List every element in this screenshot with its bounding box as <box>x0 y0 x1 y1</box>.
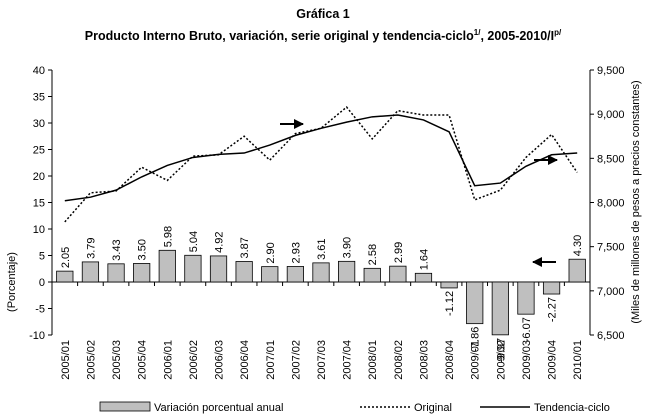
bar <box>338 260 356 283</box>
x-tick-label: 2008/02 <box>393 340 405 380</box>
y2-tick-label: 8,500 <box>597 153 625 165</box>
x-tick-label: 2006/03 <box>214 340 226 380</box>
data-label: 1.64 <box>418 249 430 270</box>
bar <box>312 262 330 283</box>
bar <box>542 281 561 295</box>
subtitle-text: Producto Interno Bruto, variación, serie… <box>85 29 474 43</box>
x-tick-label: 2006/04 <box>239 340 251 380</box>
y2-tick-label: 6,500 <box>597 330 625 342</box>
bar <box>107 263 125 283</box>
x-tick-label: 2010/01 <box>572 340 584 380</box>
y2-tick-label: 7,000 <box>597 286 625 298</box>
data-label: 3.87 <box>239 237 251 258</box>
data-label: -2.27 <box>547 297 559 322</box>
data-label: 3.43 <box>111 239 123 260</box>
x-tick-label: 2006/01 <box>162 340 174 380</box>
y-tick-label: 30 <box>33 118 45 130</box>
data-label: 3.61 <box>316 238 328 259</box>
bar <box>235 261 253 283</box>
data-label: 3.90 <box>342 237 354 258</box>
data-label: 2.05 <box>60 247 72 268</box>
bar <box>491 281 509 336</box>
data-label: 5.98 <box>162 226 174 247</box>
data-label: 4.92 <box>214 232 226 253</box>
y-axis-title: (Porcentaje) <box>6 252 18 312</box>
y-tick-label: 40 <box>33 65 45 77</box>
line <box>64 106 578 223</box>
data-label: 2.90 <box>265 242 277 263</box>
bar <box>158 249 176 283</box>
x-tick-label: 2009/02 <box>495 340 507 380</box>
y2-axis-title: (Miles de millones de pesos a precios co… <box>630 80 642 323</box>
bar <box>81 261 100 283</box>
x-tick-label: 2005/02 <box>85 340 97 380</box>
data-label: -7.86 <box>470 327 482 352</box>
legend-label: Original <box>414 402 452 414</box>
data-label: 3.50 <box>137 239 149 260</box>
bar <box>363 267 381 283</box>
x-tick-label: 2009/03 <box>521 340 533 380</box>
y-tick-label: -10 <box>29 330 45 342</box>
bar <box>261 266 279 283</box>
y-tick-label: 10 <box>33 224 45 236</box>
legend-label: Tendencia-ciclo <box>534 402 610 414</box>
bar <box>466 281 484 325</box>
data-label: 2.99 <box>393 242 405 263</box>
bar <box>56 270 74 283</box>
y-tick-label: 35 <box>33 92 45 104</box>
x-tick-label: 2009/01 <box>470 340 482 380</box>
data-label: 2.93 <box>290 242 302 263</box>
chart-subtitle: Producto Interno Bruto, variación, serie… <box>85 28 562 43</box>
x-tick-label: 2005/01 <box>60 340 72 380</box>
bar <box>414 272 433 283</box>
subtitle-text: , 2005-2010/I <box>480 29 554 43</box>
bar <box>286 266 304 283</box>
bar <box>133 263 151 283</box>
legend-swatch <box>99 401 151 412</box>
data-label: 5.04 <box>188 231 200 252</box>
x-tick-label: 2007/03 <box>316 340 328 380</box>
line <box>64 114 578 202</box>
bar <box>568 258 586 283</box>
x-tick-label: 2007/01 <box>265 340 277 380</box>
legend-label: Variación porcentual anual <box>154 402 283 414</box>
x-tick-label: 2008/03 <box>418 340 430 380</box>
y-tick-label: -5 <box>35 304 45 316</box>
bar <box>440 281 458 289</box>
x-tick-label: 2006/02 <box>188 340 200 380</box>
y2-tick-label: 8,000 <box>597 198 625 210</box>
bar <box>517 281 535 315</box>
x-tick-label: 2005/03 <box>111 340 123 380</box>
subtitle-sup: p/ <box>554 28 562 37</box>
x-tick-label: 2008/01 <box>367 340 379 380</box>
y2-tick-label: 7,500 <box>597 242 625 254</box>
y-tick-label: 25 <box>33 145 45 157</box>
y-tick-label: 0 <box>39 277 45 289</box>
data-label: -6.07 <box>521 317 533 342</box>
bar <box>209 255 228 283</box>
y-tick-label: 15 <box>33 198 45 210</box>
x-tick-label: 2009/04 <box>547 340 559 380</box>
y2-tick-label: 9,500 <box>597 65 625 77</box>
x-tick-label: 2005/04 <box>137 340 149 380</box>
data-label: 4.30 <box>572 235 584 256</box>
subtitle-sup: 1/ <box>474 28 481 37</box>
x-tick-label: 2008/04 <box>444 340 456 380</box>
bar <box>389 265 407 283</box>
data-label: 2.58 <box>367 244 379 265</box>
y-tick-label: 20 <box>33 171 45 183</box>
y-tick-label: 5 <box>39 251 45 263</box>
data-label: -1.12 <box>444 291 456 316</box>
x-tick-label: 2007/02 <box>290 340 302 380</box>
data-label: -9.97 <box>495 338 507 363</box>
chart-title: Gráfica 1 <box>296 7 350 21</box>
y2-tick-label: 9,000 <box>597 109 625 121</box>
x-tick-label: 2007/04 <box>342 340 354 380</box>
bar <box>184 254 202 283</box>
data-label: 3.79 <box>85 237 97 258</box>
